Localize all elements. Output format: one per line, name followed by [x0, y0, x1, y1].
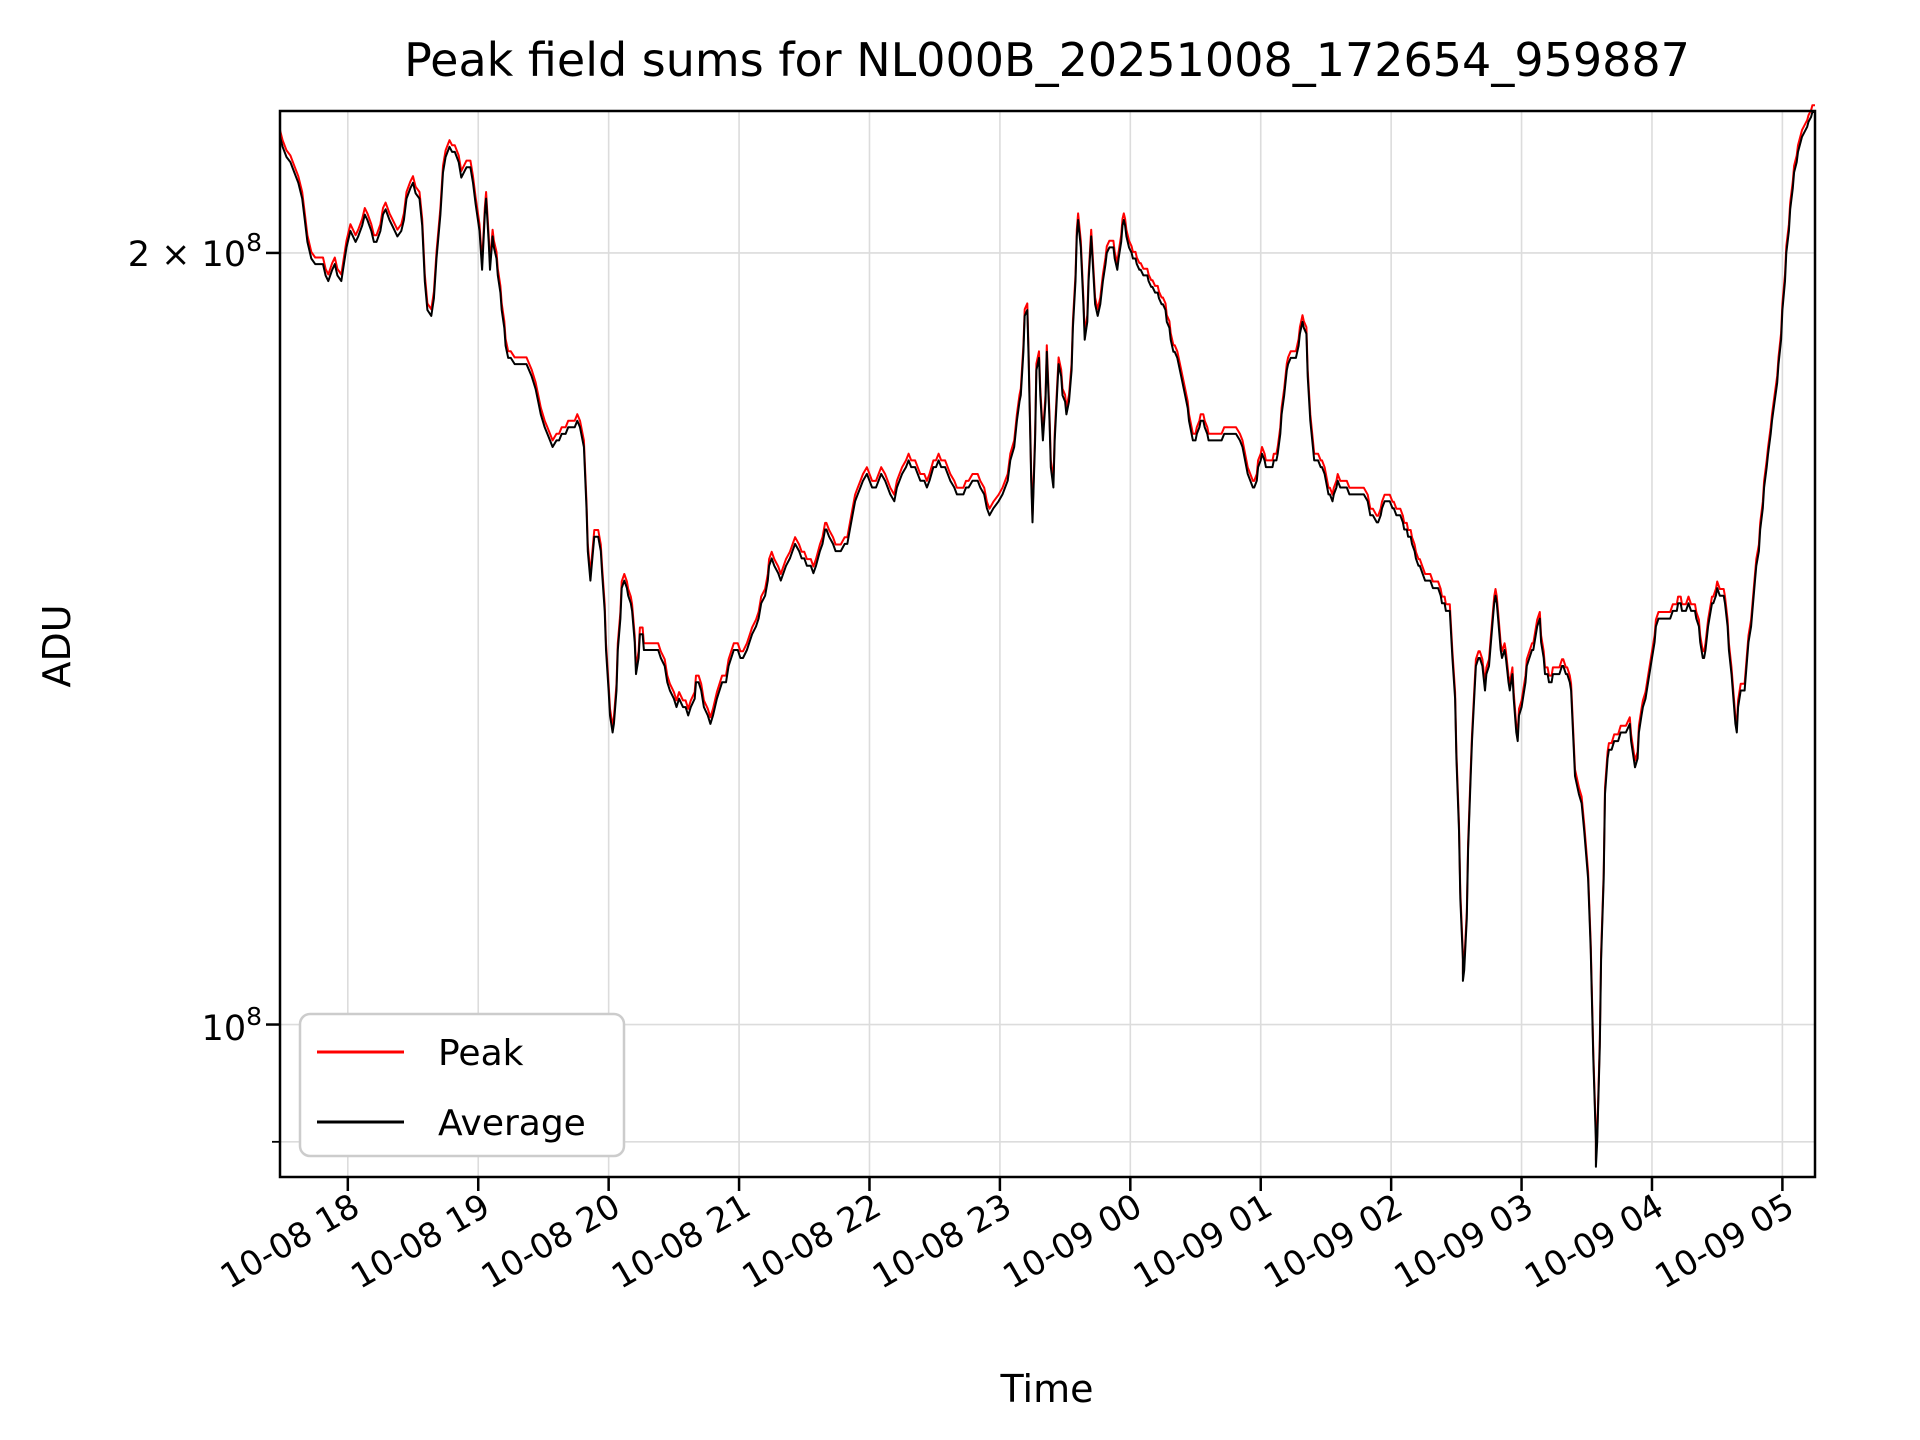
chart-title: Peak field sums for NL000B_20251008_1726…	[404, 33, 1690, 87]
x-tick-label: 10-08 22	[736, 1186, 888, 1297]
legend: Peak Average	[298, 1012, 626, 1158]
x-tick-label: 10-09 00	[996, 1186, 1148, 1297]
x-tick-label: 10-08 23	[866, 1186, 1018, 1297]
plot-border	[278, 109, 1817, 1179]
data-series	[279, 104, 1815, 1168]
x-tick-label: 10-09 01	[1127, 1186, 1279, 1297]
x-tick-label: 10-08 20	[475, 1186, 627, 1297]
x-tick-label: 10-09 03	[1388, 1186, 1540, 1297]
gridlines	[280, 111, 1815, 1177]
x-axis-label: Time	[1000, 1367, 1094, 1411]
y-axis-label: ADU	[35, 604, 79, 687]
x-tick-label: 10-09 04	[1518, 1186, 1670, 1297]
x-tick-label: 10-09 05	[1649, 1186, 1801, 1297]
legend-label-average: Average	[438, 1103, 586, 1144]
series-peak-path	[279, 104, 1815, 1162]
y-tick-label-1e8: 108	[202, 1002, 262, 1049]
y-tick-label-2e8: 2 × 108	[128, 228, 262, 275]
x-tick-label: 10-09 02	[1257, 1186, 1409, 1297]
legend-label-peak: Peak	[438, 1033, 524, 1074]
series-average-path	[279, 111, 1815, 1168]
x-tick-label: 10-08 18	[214, 1186, 366, 1297]
x-tick-label: 10-08 21	[605, 1186, 757, 1297]
x-tick-label: 10-08 19	[344, 1186, 496, 1297]
